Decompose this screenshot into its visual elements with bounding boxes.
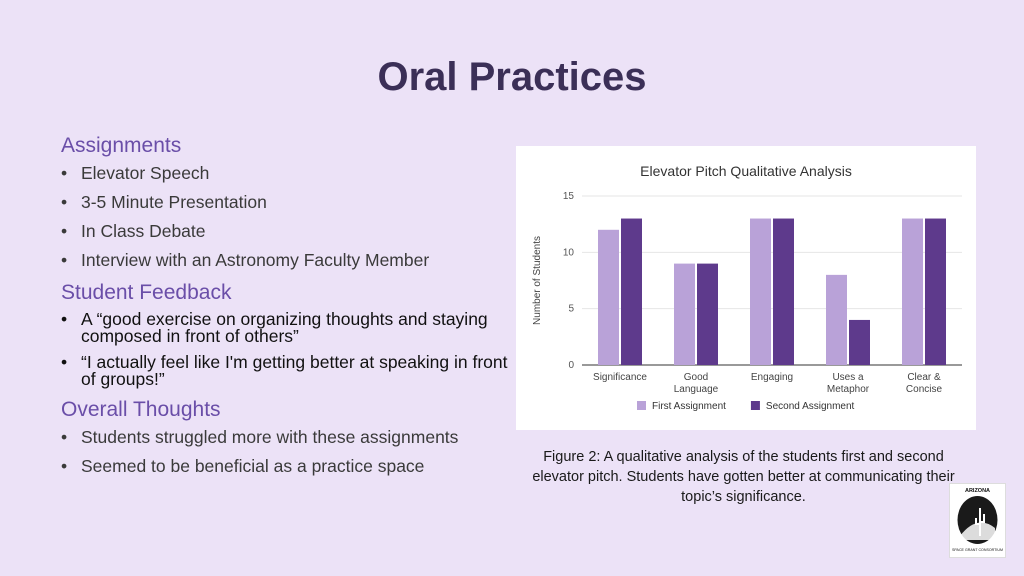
chart-panel: Elevator Pitch Qualitative Analysis 0 5 10 1… bbox=[516, 146, 976, 430]
bar-first-assignment bbox=[826, 274, 847, 365]
figure-caption: Figure 2: A qualitative analysis of the … bbox=[532, 449, 955, 505]
space-grant-logo: ARIZONA SPACE GRANT CONSORTIUM bbox=[949, 483, 1006, 558]
list-item: • Seemed to be beneficial as a practice s… bbox=[61, 456, 425, 476]
y-tick-label: 10 bbox=[563, 247, 575, 258]
bar-second-assignment bbox=[849, 319, 870, 365]
bar-second-assignment bbox=[621, 218, 642, 365]
bar-first-assignment bbox=[902, 218, 923, 365]
thoughts-list: • Students struggled more with these assi… bbox=[61, 428, 511, 475]
y-tick-label: 0 bbox=[568, 360, 574, 371]
bar-first-assignment bbox=[598, 229, 619, 365]
bullet-icon: • bbox=[61, 309, 68, 329]
x-tick-label: Significance bbox=[593, 372, 647, 383]
x-tick-label: Good bbox=[684, 372, 708, 383]
feedback-list: • A “good exercise on organizing thoughts… bbox=[61, 309, 511, 389]
legend-label: Second Assignment bbox=[766, 401, 855, 412]
legend-swatch bbox=[750, 401, 760, 410]
list-item: • “I actually feel like I'm getting bette… bbox=[61, 352, 508, 389]
y-tick-label: 5 bbox=[568, 304, 574, 315]
bar-second-assignment bbox=[773, 218, 794, 365]
y-tick-label: 15 bbox=[563, 191, 575, 202]
x-tick-label: Uses a bbox=[832, 372, 864, 383]
logo-text-top: ARIZONA bbox=[965, 488, 990, 494]
list-item: • In Class Debate bbox=[61, 221, 206, 241]
bar-second-assignment bbox=[925, 218, 946, 365]
legend-swatch bbox=[637, 401, 646, 410]
bullet-icon: • bbox=[61, 352, 68, 372]
bullet-icon: • bbox=[61, 163, 68, 183]
bar-second-assignment bbox=[697, 263, 718, 365]
list-item: • Students struggled more with these assi… bbox=[61, 427, 459, 447]
x-tick-label: Language bbox=[674, 384, 719, 395]
x-tick-label: Concise bbox=[906, 384, 943, 395]
legend-label: First Assignment bbox=[652, 401, 726, 412]
logo-text-bottom: SPACE GRANT CONSORTIUM bbox=[952, 548, 1003, 552]
list-item: • Elevator Speech bbox=[61, 163, 210, 183]
x-tick-label: Clear & bbox=[907, 372, 941, 383]
feedback-heading: Student Feedback bbox=[61, 281, 232, 304]
bullet-icon: • bbox=[61, 250, 68, 270]
list-item: • A “good exercise on organizing thoughts… bbox=[61, 309, 488, 346]
bar-chart: Elevator Pitch Qualitative Analysis 0 5 10 1… bbox=[532, 163, 962, 412]
assignments-list: • Elevator Speech • 3-5 Minute Presentatio… bbox=[61, 164, 511, 269]
x-tick-label: Engaging bbox=[751, 372, 793, 383]
assignments-heading: Assignments bbox=[61, 134, 182, 157]
bullet-icon: • bbox=[61, 427, 68, 447]
bullet-icon: • bbox=[61, 456, 68, 476]
bar-first-assignment bbox=[674, 263, 695, 365]
bar-first-assignment bbox=[750, 218, 771, 365]
bullet-icon: • bbox=[61, 192, 68, 212]
list-item: • 3-5 Minute Presentation bbox=[61, 192, 267, 212]
chart-title: Elevator Pitch Qualitative Analysis bbox=[640, 163, 852, 179]
left-column: Assignments • Elevator Speech • 3-5 Minute… bbox=[61, 133, 511, 486]
slide-title: Oral Practices bbox=[377, 55, 647, 99]
bullet-icon: • bbox=[61, 221, 68, 241]
x-tick-label: Metaphor bbox=[827, 384, 870, 395]
thoughts-heading: Overall Thoughts bbox=[61, 398, 221, 421]
y-axis-label: Number of Students bbox=[532, 236, 543, 325]
list-item: • Interview with an Astronomy Faculty Mem… bbox=[61, 250, 430, 270]
